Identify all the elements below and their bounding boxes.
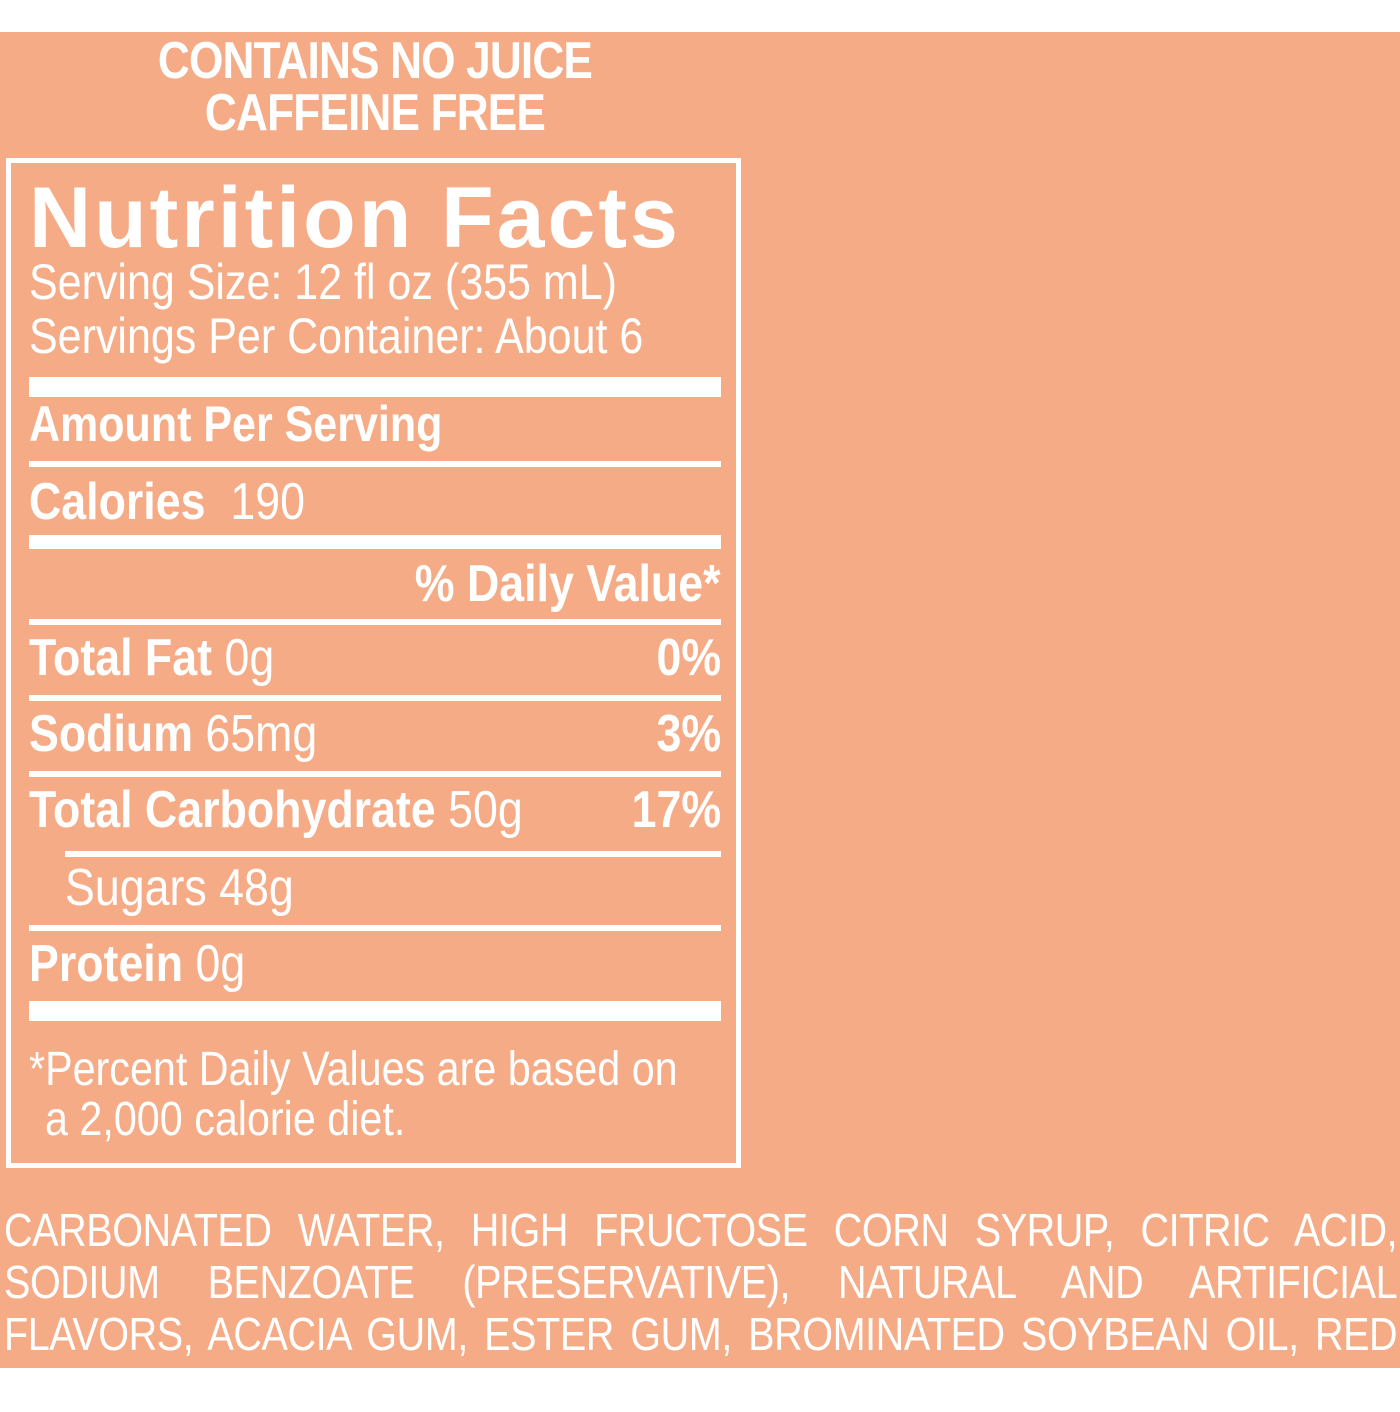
protein-amount: 0g: [195, 935, 246, 993]
nutrient-label: Sodium: [29, 705, 193, 763]
nutrition-facts-panel: Nutrition Facts Serving Size: 12 fl oz (…: [6, 158, 741, 1168]
nutrient-daily-value: 0%: [656, 629, 721, 687]
nutrient-daily-value: 3%: [656, 705, 721, 763]
divider: [29, 925, 721, 931]
protein-row: Protein 0g: [29, 935, 721, 993]
ingredients-list: CARBONATED WATER, HIGH FRUCTOSE CORN SYR…: [4, 1204, 1398, 1412]
nutrient-row-sodium: Sodium 65mg 3%: [29, 705, 721, 763]
label-panel: CONTAINS NO JUICE CAFFEINE FREE Nutritio…: [0, 32, 1400, 1412]
amount-per-serving: Amount Per Serving: [29, 396, 443, 452]
nutrient-label: Total Carbohydrate: [29, 781, 436, 839]
footnote-line-1: *Percent Daily Values are based on: [29, 1043, 678, 1096]
nutrient-amount: 65mg: [205, 705, 318, 763]
thick-divider: [29, 1001, 721, 1021]
protein-label: Protein: [29, 935, 184, 993]
daily-value-header-row: % Daily Value*: [29, 555, 721, 613]
sugars-row: Sugars 48g: [65, 859, 721, 917]
calories-value: 190: [230, 473, 305, 531]
calories-label: Calories: [29, 473, 206, 531]
servings-per-container: Servings Per Container: About 6: [29, 308, 644, 364]
nutrient-row-total-fat: Total Fat 0g 0%: [29, 629, 721, 687]
thick-divider: [29, 377, 721, 397]
divider: [29, 695, 721, 701]
calories-row: Calories 190: [29, 473, 721, 531]
caffeine-free-claim: CAFFEINE FREE: [204, 84, 546, 142]
nutrient-amount: 0g: [224, 629, 275, 687]
divider: [29, 619, 721, 625]
nutrition-facts-title: Nutrition Facts: [29, 170, 681, 266]
sugars-text: Sugars 48g: [65, 859, 294, 917]
medium-divider: [29, 535, 721, 549]
divider: [29, 771, 721, 777]
divider: [29, 461, 721, 467]
nutrient-label: Total Fat: [29, 629, 213, 687]
nutrient-daily-value: 17%: [631, 781, 721, 839]
daily-value-header: % Daily Value*: [415, 555, 721, 613]
nutrient-row-total-carbohydrate: Total Carbohydrate 50g 17%: [29, 781, 721, 839]
no-juice-claim: CONTAINS NO JUICE: [157, 32, 593, 90]
nutrient-amount: 50g: [448, 781, 523, 839]
footnote-line-2: a 2,000 calorie diet.: [45, 1093, 406, 1146]
serving-size: Serving Size: 12 fl oz (355 mL): [29, 254, 617, 310]
sub-divider: [65, 851, 721, 857]
